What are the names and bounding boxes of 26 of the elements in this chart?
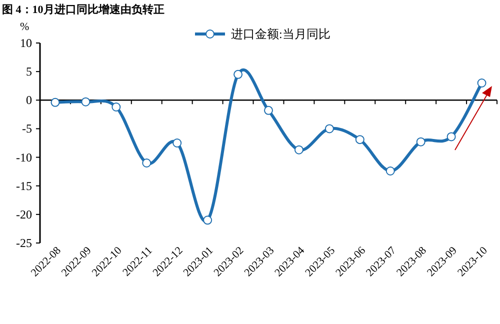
y-tick-label: -20 (16, 207, 32, 222)
point (203, 216, 212, 225)
point (142, 158, 152, 168)
y-tick-label: 0 (26, 93, 32, 108)
point (264, 106, 273, 115)
point (172, 138, 182, 148)
point (416, 137, 426, 146)
y-tick-label: -15 (16, 178, 32, 193)
legend-label: 进口金额:当月同比 (231, 27, 330, 41)
chart-title: 图 4：10月进口同比增速由负转正 (2, 3, 164, 16)
y-axis-title: % (20, 21, 30, 33)
point (446, 132, 456, 142)
point (355, 135, 364, 144)
point (294, 145, 304, 154)
y-tick-label: 5 (26, 64, 32, 79)
y-tick-label: -5 (22, 122, 32, 136)
point (386, 166, 395, 176)
y-tick-label: -10 (16, 150, 32, 164)
y-tick-label: 10 (20, 36, 32, 50)
y-tick-label: -25 (16, 236, 32, 250)
point (234, 70, 243, 79)
point (81, 97, 90, 106)
point (477, 78, 486, 88)
point (50, 98, 60, 107)
point (112, 102, 121, 112)
point (324, 124, 334, 134)
